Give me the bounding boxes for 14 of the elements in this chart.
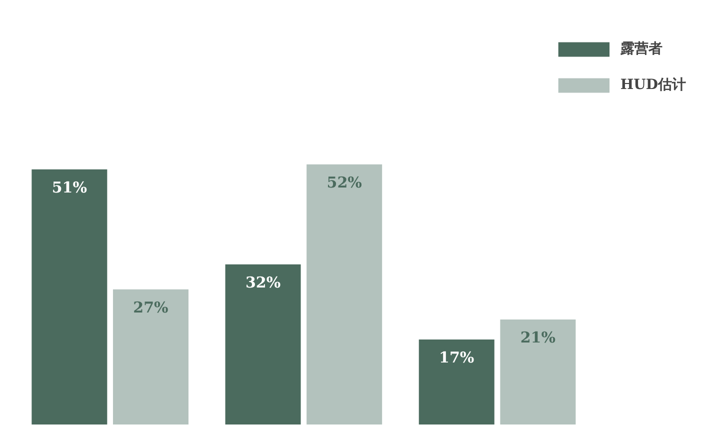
legend-label: 露营者 [620,40,662,58]
data-label: 21% [520,328,556,347]
data-label: 27% [133,298,168,317]
legend-label: HUD估计 [620,76,686,94]
bar [500,319,576,424]
data-label: 52% [326,174,362,192]
bar [112,289,188,424]
bar [418,339,494,424]
data-label: 17% [439,348,474,367]
data-label: 32% [245,274,281,292]
data-label: 51% [52,178,87,197]
bar [225,264,301,424]
bar [306,164,382,424]
bar [32,169,108,424]
